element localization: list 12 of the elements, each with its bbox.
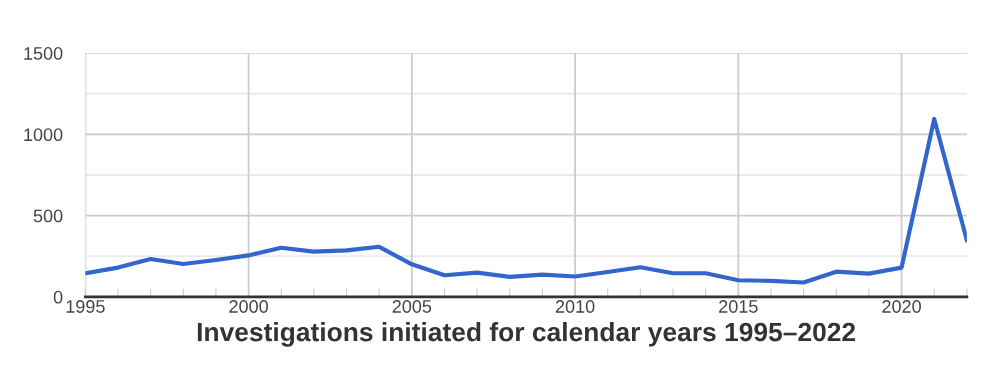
x-tick-label: 1995	[66, 300, 105, 313]
x-tick-label: 2015	[719, 300, 758, 313]
x-tick-label: 2020	[882, 300, 921, 313]
x-tick-label: 2000	[229, 300, 268, 313]
y-tick-label: 1000	[24, 128, 63, 142]
line-series	[85, 116, 967, 285]
x-axis-title: Investigations initiated for calendar years 1995–2022	[197, 322, 856, 347]
x-tick-label: 2005	[392, 300, 432, 313]
y-tick-label: 500	[33, 209, 63, 223]
x-tick-label: 2010	[555, 300, 595, 313]
y-tick-label: 0	[53, 290, 63, 304]
y-tick-label: 1500	[24, 47, 63, 60]
